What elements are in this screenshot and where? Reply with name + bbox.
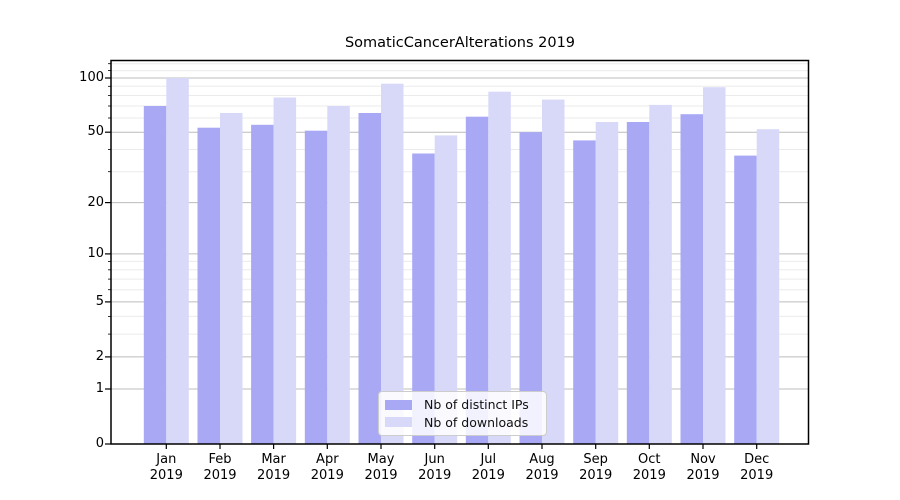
- year-label: 2019: [149, 467, 183, 483]
- bar-downloads-jun: [434, 135, 458, 444]
- bar-downloads-dec: [756, 129, 780, 444]
- bar-downloads-oct: [649, 104, 672, 445]
- bar-distinct-ips-nov: [680, 114, 703, 444]
- month-label: Jul: [480, 452, 497, 467]
- bar-downloads-aug: [542, 99, 565, 444]
- year-label: 2019: [632, 467, 666, 483]
- bar-downloads-mar: [273, 97, 297, 444]
- x-tick-label-jul: Jul 2019: [456, 452, 520, 483]
- x-tick-label-jan: Jan 2019: [134, 452, 198, 483]
- bar-downloads-apr: [327, 106, 350, 444]
- year-label: 2019: [471, 467, 505, 483]
- y-tick-label-50: 50: [87, 124, 104, 140]
- month-label: Feb: [208, 452, 232, 467]
- x-tick-label-dec: Dec 2019: [725, 452, 789, 483]
- y-tick-label-10: 10: [87, 245, 104, 261]
- legend: Nb of distinct IPs Nb of downloads: [378, 391, 547, 436]
- y-tick-label-5: 5: [95, 293, 104, 309]
- bar-distinct-ips-oct: [626, 122, 650, 444]
- y-tick-label-100: 100: [79, 70, 104, 85]
- x-tick-label-feb: Feb 2019: [188, 452, 252, 483]
- year-label: 2019: [418, 467, 452, 483]
- bar-distinct-ips-mar: [251, 124, 274, 445]
- bar-downloads-feb: [220, 113, 243, 444]
- bar-downloads-sep: [595, 122, 619, 444]
- month-label: Oct: [638, 452, 661, 467]
- month-label: May: [367, 452, 395, 467]
- year-label: 2019: [203, 467, 237, 483]
- y-tick-label-20: 20: [87, 194, 104, 210]
- x-tick-label-mar: Mar 2019: [242, 452, 306, 483]
- month-label: Jan: [156, 452, 177, 467]
- year-label: 2019: [740, 467, 774, 483]
- legend-label-downloads: Nb of downloads: [424, 414, 529, 430]
- x-tick-label-sep: Sep 2019: [564, 452, 628, 483]
- x-tick-label-apr: Apr 2019: [295, 452, 359, 483]
- y-tick-label-2: 2: [95, 348, 104, 364]
- legend-item-distinct-ips: Nb of distinct IPs: [385, 397, 540, 412]
- bar-distinct-ips-feb: [197, 127, 220, 444]
- x-tick-label-nov: Nov 2019: [671, 452, 735, 483]
- year-label: 2019: [310, 467, 344, 483]
- bar-distinct-ips-jan: [143, 106, 167, 444]
- month-label: Apr: [316, 452, 339, 467]
- bar-distinct-ips-apr: [304, 130, 328, 444]
- year-label: 2019: [364, 467, 398, 483]
- x-tick-label-jun: Jun 2019: [403, 452, 467, 483]
- plot-border: [110, 59, 810, 445]
- bar-downloads-may: [381, 83, 404, 444]
- bar-downloads-jan: [166, 78, 189, 444]
- bar-distinct-ips-jun: [412, 153, 435, 444]
- bar-distinct-ips-sep: [573, 140, 596, 444]
- month-label: Aug: [529, 452, 555, 467]
- year-label: 2019: [579, 467, 613, 483]
- month-label: Nov: [690, 452, 716, 467]
- bar-distinct-ips-dec: [734, 155, 757, 444]
- y-tick-label-0: 0: [95, 436, 104, 451]
- chart-title: SomaticCancerAlterations 2019: [344, 35, 576, 51]
- bar-distinct-ips-jul: [465, 116, 489, 444]
- legend-swatch-downloads: [385, 417, 412, 428]
- bar-distinct-ips-aug: [519, 132, 542, 444]
- month-label: Sep: [583, 452, 608, 467]
- x-tick-label-aug: Aug 2019: [510, 452, 574, 483]
- y-tick-label-1: 1: [95, 381, 104, 396]
- legend-item-downloads: Nb of downloads: [385, 415, 540, 430]
- year-label: 2019: [257, 467, 291, 483]
- month-label: Dec: [744, 452, 770, 467]
- month-label: Mar: [261, 452, 286, 467]
- bar-downloads-nov: [703, 87, 726, 444]
- year-label: 2019: [686, 467, 720, 483]
- x-tick-label-may: May 2019: [349, 452, 413, 483]
- month-label: Jun: [424, 452, 445, 467]
- bar-downloads-jul: [488, 91, 511, 444]
- legend-label-distinct-ips: Nb of distinct IPs: [424, 397, 529, 413]
- year-label: 2019: [525, 467, 559, 483]
- x-tick-label-oct: Oct 2019: [617, 452, 681, 483]
- bar-distinct-ips-may: [358, 113, 381, 444]
- legend-swatch-distinct-ips: [385, 399, 412, 410]
